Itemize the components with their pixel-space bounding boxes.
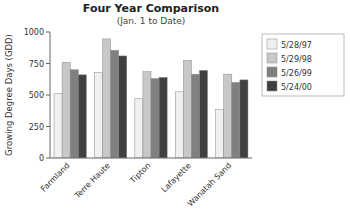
bar — [94, 72, 102, 158]
bar — [70, 70, 78, 158]
legend-swatch — [267, 53, 277, 63]
bar — [103, 39, 111, 158]
legend-frame — [262, 34, 344, 96]
bar — [111, 50, 119, 158]
tick-label: 500 — [29, 91, 44, 100]
bar — [232, 82, 240, 158]
bar — [175, 92, 183, 158]
bar — [135, 99, 143, 158]
bar — [191, 74, 199, 158]
bar — [240, 80, 248, 158]
tick-label: 0 — [39, 154, 44, 163]
category-label: Farmland — [39, 161, 72, 194]
bar — [78, 75, 86, 158]
chart: Four Year Comparison(Jan. 1 to Date) 0 250… — [0, 0, 350, 223]
tick-mark — [46, 126, 50, 127]
bar — [159, 77, 167, 158]
legend-label: 5/29/98 — [281, 55, 312, 64]
bar — [54, 94, 62, 158]
legend-swatch — [267, 67, 277, 77]
tick-mark — [46, 63, 50, 64]
tick-mark — [46, 95, 50, 96]
category-label: Terre Haute — [72, 161, 112, 201]
tick-label: 1000 — [24, 28, 44, 37]
tick-mark — [46, 158, 50, 159]
bar — [183, 60, 191, 158]
bar — [224, 74, 232, 158]
subtitle: (Jan. 1 to Date) — [117, 16, 186, 26]
bar — [119, 56, 127, 158]
axis-label: Growing Degree Days (GDD) — [4, 34, 14, 156]
legend: 5/28/97 5/29/98 5/26/99 5/24/00 — [262, 34, 344, 96]
category-label: Tipton — [128, 161, 153, 186]
legend-swatch — [267, 81, 277, 91]
legend-swatch — [267, 39, 277, 49]
legend-label: 5/24/00 — [281, 83, 312, 92]
category-label: Wanatah Sand — [186, 161, 233, 208]
bar — [199, 70, 207, 158]
x-axis — [50, 158, 252, 159]
bar — [216, 109, 224, 158]
tick-label: 750 — [29, 60, 44, 69]
bars — [54, 39, 248, 158]
tick-label: 250 — [29, 123, 44, 132]
legend-label: 5/28/97 — [281, 41, 312, 50]
bar — [151, 79, 159, 158]
bar — [143, 72, 151, 158]
title: Four Year Comparison — [83, 2, 219, 15]
tick-mark — [46, 32, 50, 33]
category-label: Lafayette — [160, 161, 193, 194]
bar — [62, 62, 70, 158]
y-axis — [50, 32, 51, 158]
legend-label: 5/26/99 — [281, 69, 312, 78]
